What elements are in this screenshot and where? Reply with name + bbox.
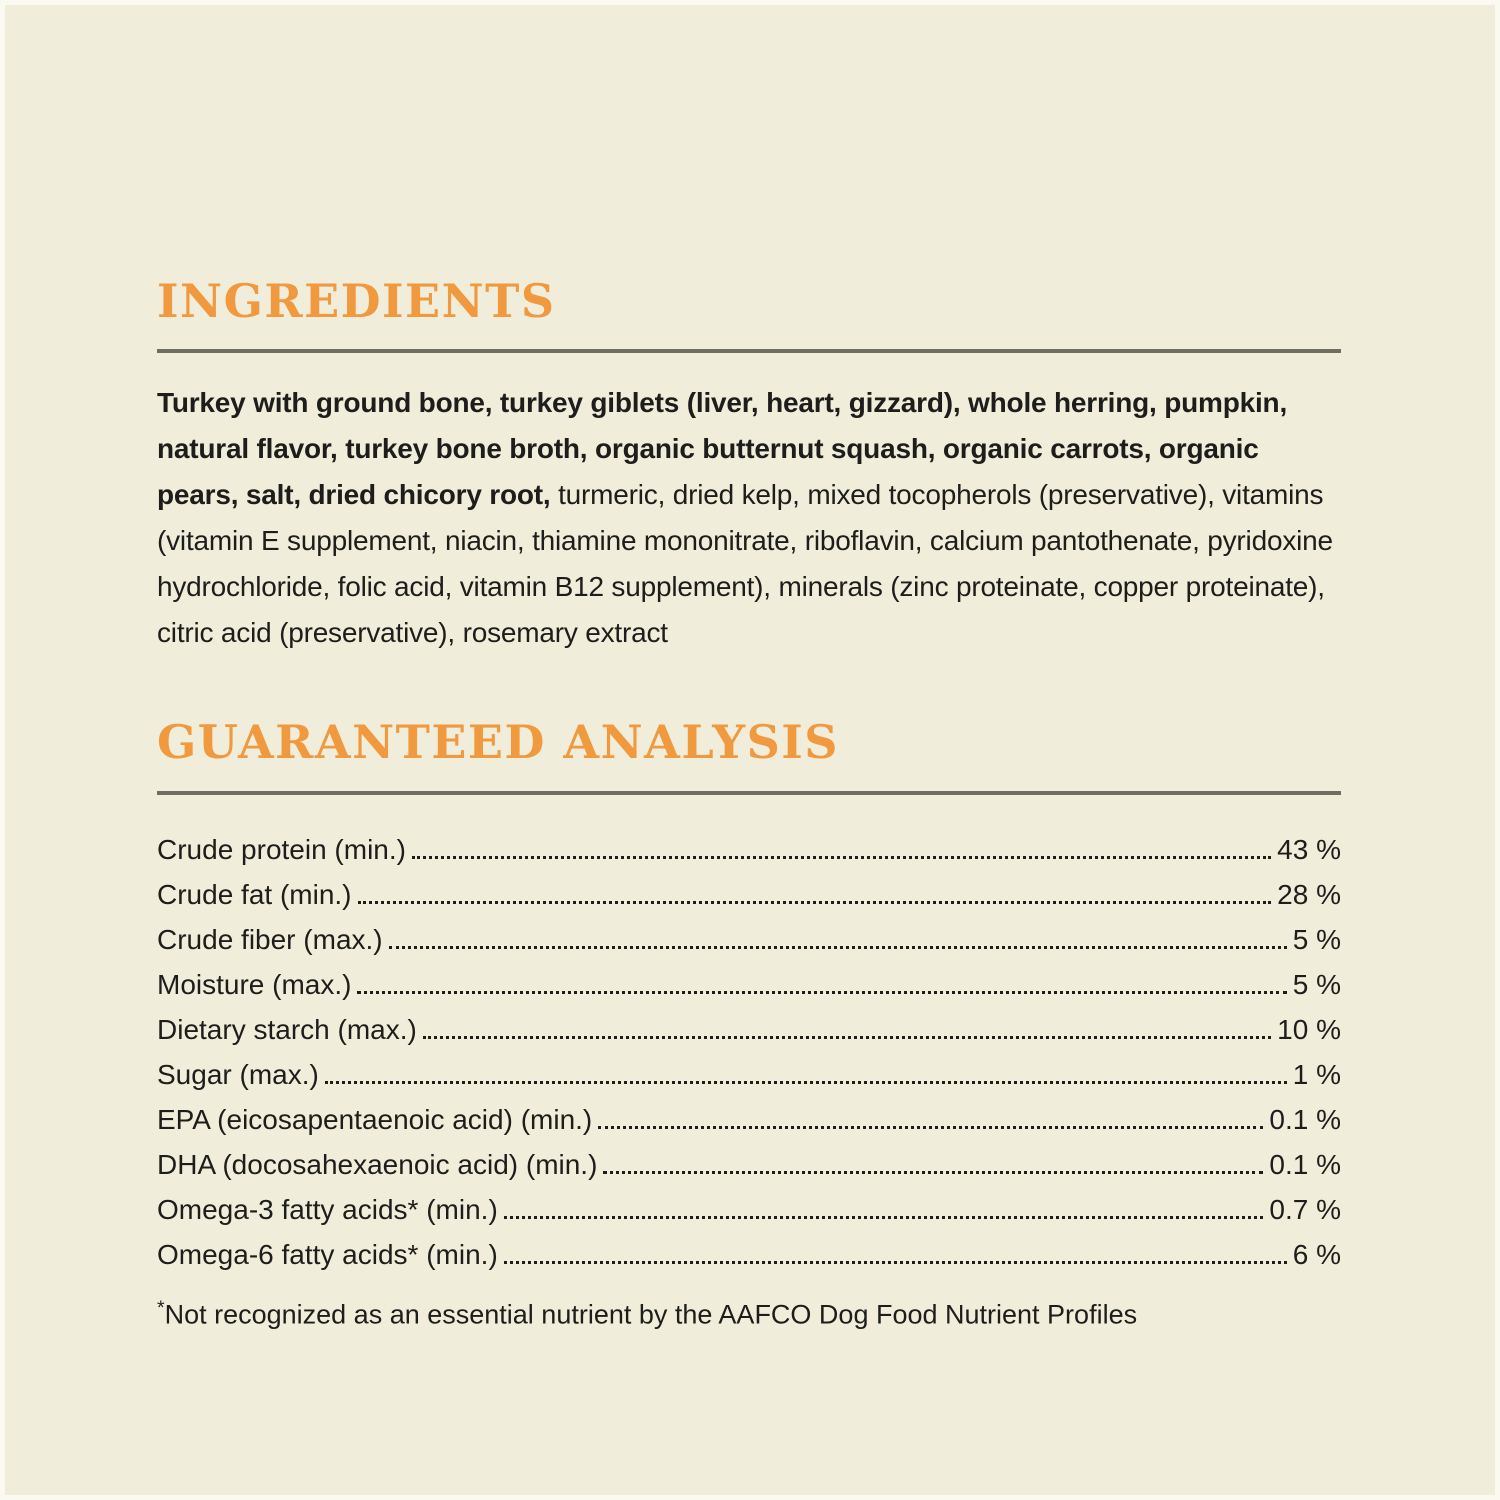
table-row: Moisture (max.) 5 % [157,957,1341,1002]
dot-leader [357,990,1287,994]
analysis-row-value: 0.7 % [1269,1194,1341,1226]
table-row: DHA (docosahexaenoic acid) (min.) 0.1 % [157,1137,1341,1182]
analysis-row-value: 5 % [1292,969,1341,1001]
analysis-row-label: Moisture (max.) [157,969,352,1001]
analysis-row-label: DHA (docosahexaenoic acid) (min.) [157,1149,598,1181]
analysis-row-value: 5 % [1292,924,1341,956]
table-row: Omega-6 fatty acids* (min.) 6 % [157,1227,1341,1272]
dot-leader [422,1035,1272,1039]
analysis-row-label: EPA (eicosapentaenoic acid) (min.) [157,1104,593,1136]
analysis-row-label: Dietary starch (max.) [157,1014,417,1046]
dot-leader [503,1260,1287,1264]
guaranteed-analysis-heading: GUARANTEED ANALYSIS [157,715,840,770]
analysis-row-value: 0.1 % [1269,1104,1341,1136]
analysis-row-label: Crude fat (min.) [157,879,352,911]
analysis-row-label: Omega-6 fatty acids* (min.) [157,1239,498,1271]
ingredients-secondary-list: turmeric, dried kelp, mixed tocopherols … [157,479,1333,649]
dot-leader [503,1215,1264,1219]
table-row: Omega-3 fatty acids* (min.) 0.7 % [157,1182,1341,1227]
table-row: Crude fiber (max.) 5 % [157,912,1341,957]
table-row: Crude protein (min.) 43 % [157,822,1341,867]
analysis-row-value: 28 % [1277,879,1341,911]
analysis-row-value: 1 % [1292,1059,1341,1091]
dot-leader [324,1080,1287,1084]
analysis-row-value: 0.1 % [1269,1149,1341,1181]
footnote-text: Not recognized as an essential nutrient … [164,1299,1138,1330]
analysis-row-label: Omega-3 fatty acids* (min.) [157,1194,498,1226]
analysis-row-value: 6 % [1292,1239,1341,1271]
analysis-row-value: 10 % [1277,1014,1341,1046]
guaranteed-analysis-table: Crude protein (min.) 43 % Crude fat (min… [157,822,1341,1272]
aafco-footnote: *Not recognized as an essential nutrient… [157,1296,1341,1333]
dot-leader [598,1125,1264,1129]
analysis-row-label: Crude protein (min.) [157,834,406,866]
guaranteed-analysis-divider [157,790,1341,795]
dot-leader [388,945,1287,949]
table-row: Crude fat (min.) 28 % [157,867,1341,912]
ingredients-divider [157,349,1341,354]
analysis-row-label: Crude fiber (max.) [157,924,383,956]
dot-leader [411,855,1272,859]
analysis-row-label: Sugar (max.) [157,1059,319,1091]
table-row: Sugar (max.) 1 % [157,1047,1341,1092]
analysis-row-value: 43 % [1277,834,1341,866]
dot-leader [603,1170,1264,1174]
footnote-asterisk: * [157,1296,165,1319]
ingredients-primary-list: Turkey with ground bone, turkey giblets … [157,387,1288,511]
ingredients-paragraph: Turkey with ground bone, turkey giblets … [157,380,1341,656]
table-row: EPA (eicosapentaenoic acid) (min.) 0.1 % [157,1092,1341,1137]
ingredients-heading: INGREDIENTS [157,274,556,328]
table-row: Dietary starch (max.) 10 % [157,1002,1341,1047]
dot-leader [357,900,1272,904]
